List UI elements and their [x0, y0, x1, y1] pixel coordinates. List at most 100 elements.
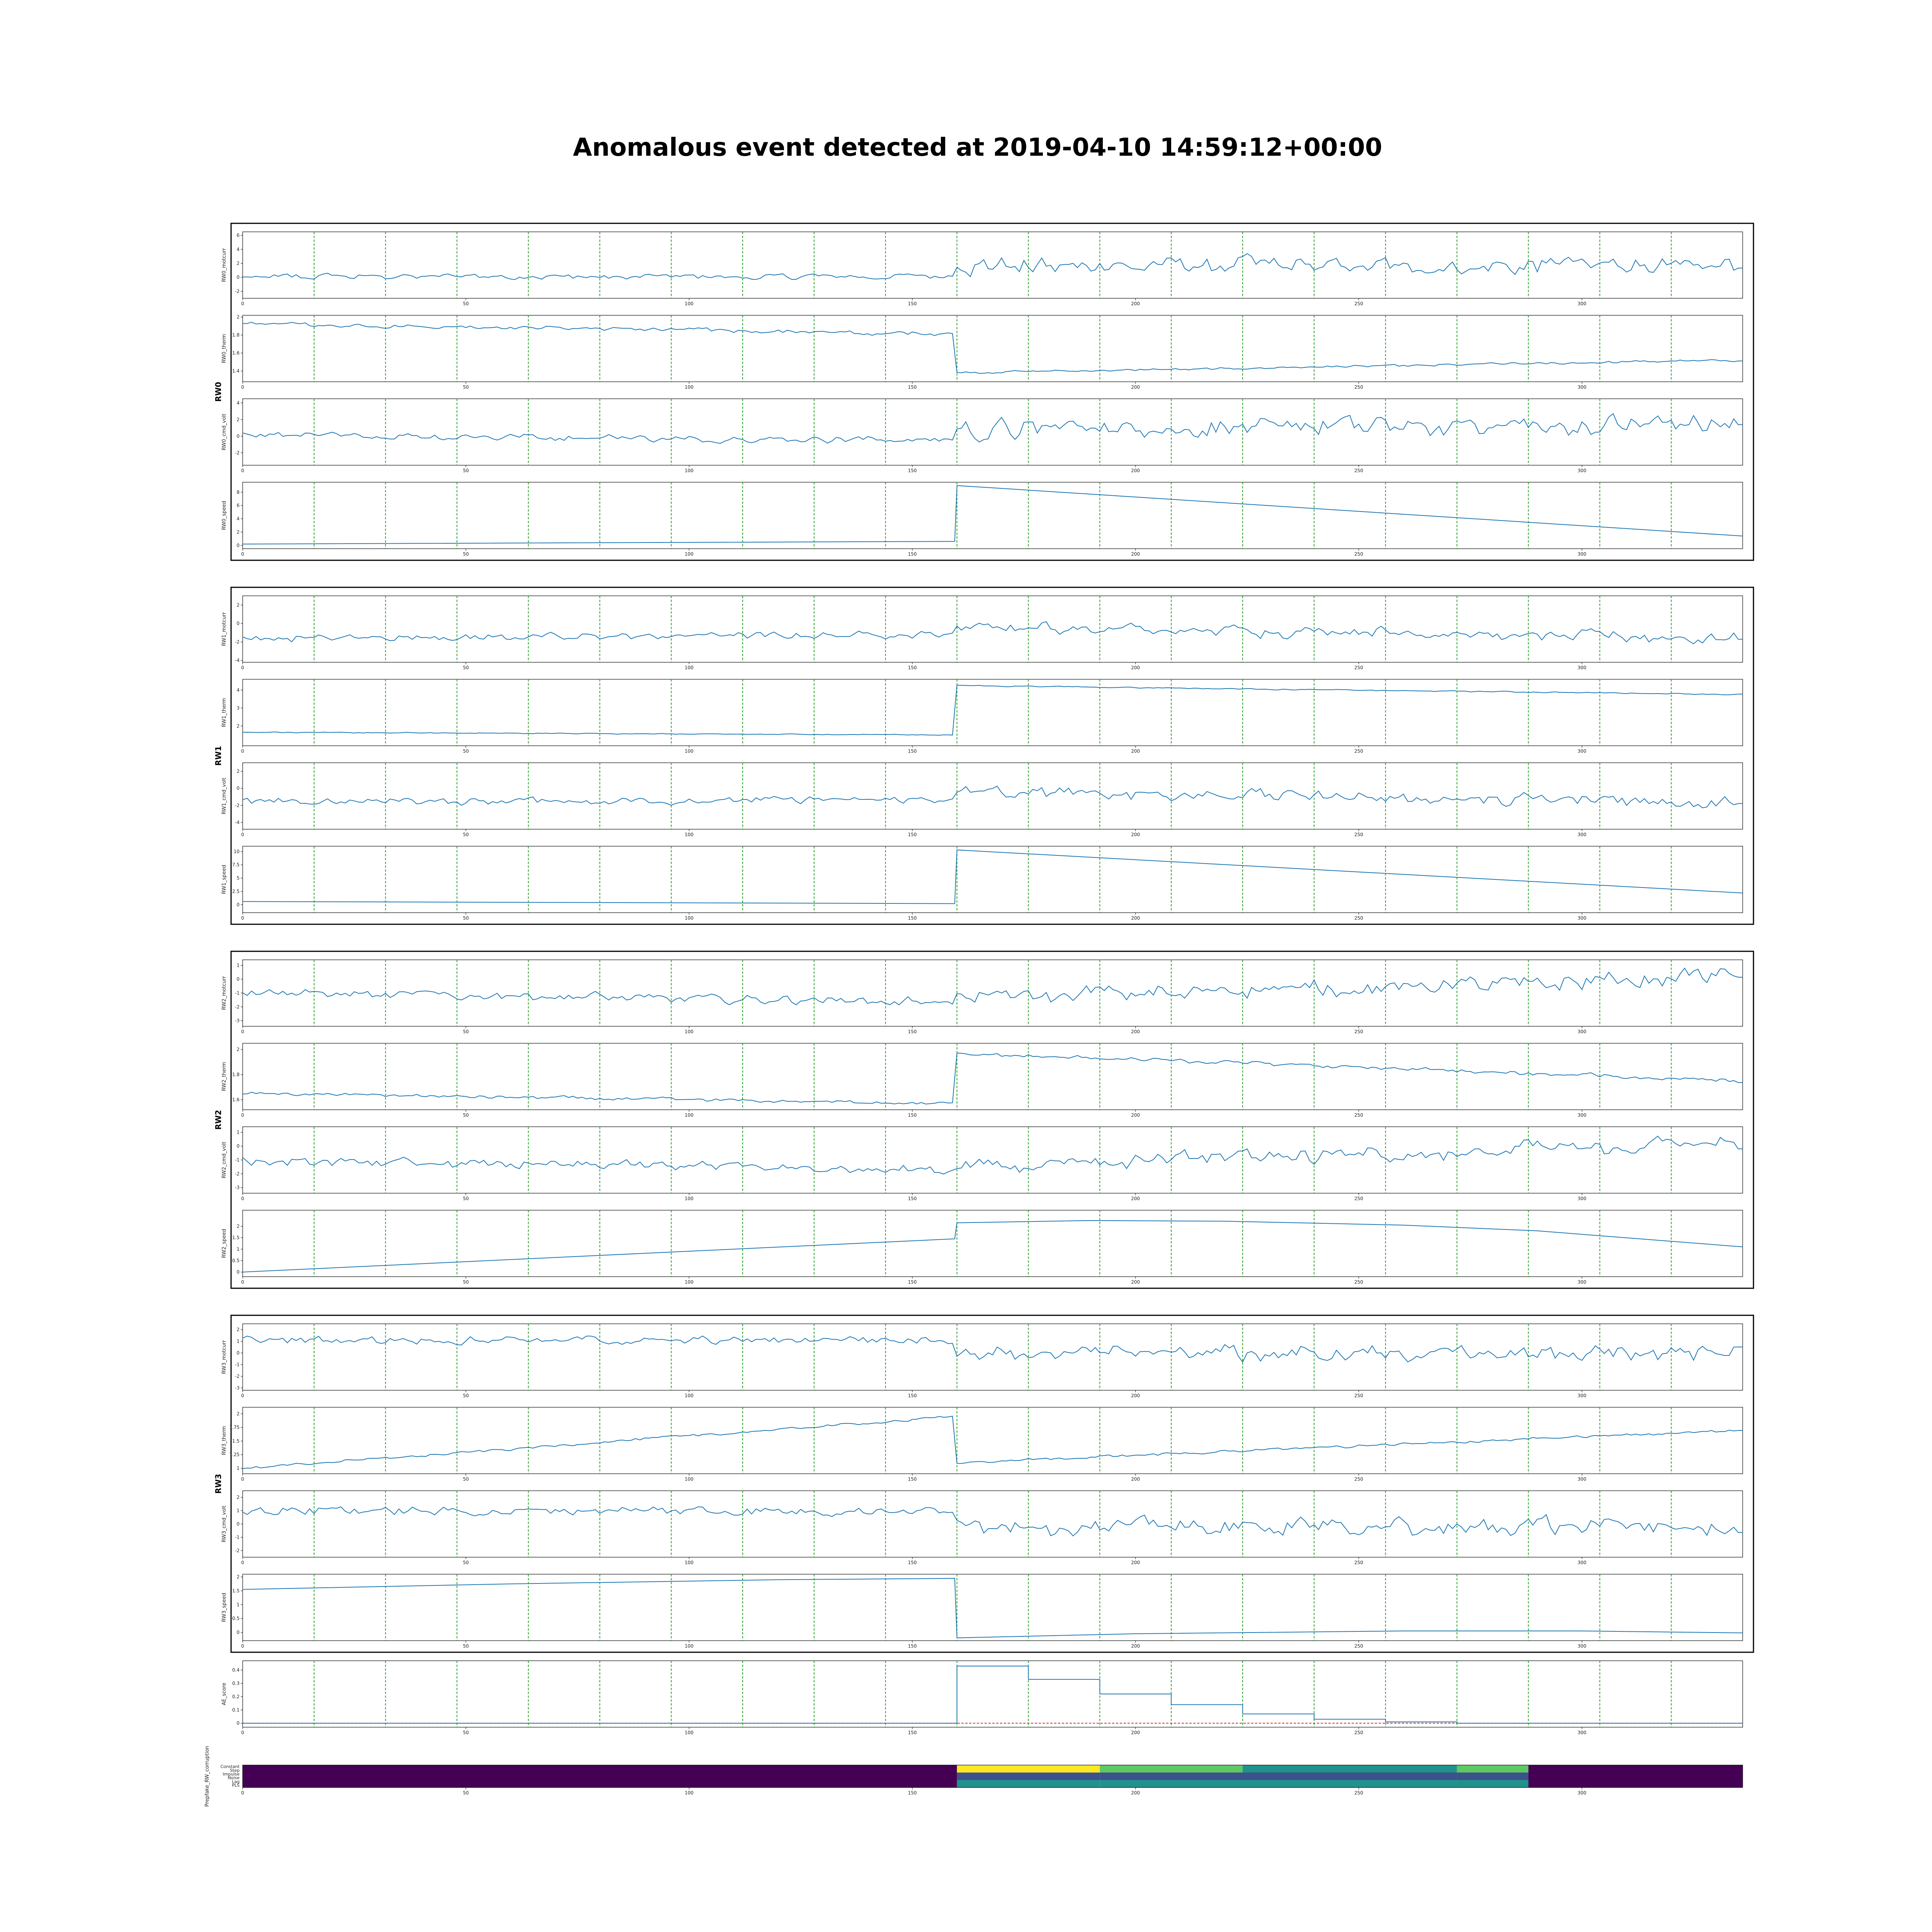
y-tick-label: -2 [235, 289, 240, 294]
x-tick-label: 0 [241, 384, 244, 390]
y-tick-label: 1 [236, 1508, 240, 1514]
x-tick-label: 300 [1578, 1393, 1587, 1398]
x-tick-label: 150 [908, 748, 917, 754]
heatmap-cell [1457, 1772, 1529, 1777]
subplot-RW2_motcurr: 0 50 100 150 200 250 300 -3 -2 -1 0 1 RW2_motcurr [221, 959, 1743, 1034]
heatmap-cell [1243, 1780, 1457, 1784]
x-tick-label: 250 [1354, 1279, 1363, 1285]
x-tick-label: 250 [1354, 1029, 1363, 1034]
heatmap-cell [1100, 1769, 1243, 1773]
x-tick-label: 100 [685, 665, 694, 670]
y-tick-label: 3 [236, 705, 240, 711]
y-tick-label: 1.8 [232, 332, 240, 338]
y-tick-label: 1.6 [232, 350, 240, 356]
x-tick-label: 150 [908, 1393, 917, 1398]
group-frame-RW0 [230, 223, 1754, 561]
y-tick-label: 1.25 [229, 1452, 240, 1458]
subplot-RW3_therm: 0 50 100 150 200 250 300 1 1.25 1.5 1.75 2 RW3_therm [221, 1407, 1743, 1482]
y-tick-label: 0 [236, 1521, 240, 1527]
y-tick-label: 1 [236, 1602, 240, 1607]
x-tick-label: 50 [463, 1643, 469, 1649]
heatmap-cell [957, 1780, 1100, 1784]
y-tick-label: -2 [235, 803, 240, 808]
y-tick-label: -2 [235, 1004, 240, 1010]
x-tick-label: 100 [685, 1196, 694, 1201]
series-line-RW0_therm [242, 321, 1743, 374]
x-tick-label: 200 [1131, 748, 1140, 754]
heatmap-cell [1100, 1780, 1243, 1784]
x-tick-label: 200 [1131, 665, 1140, 670]
subplot-RW2_speed: 0 50 100 150 200 250 300 0 0.5 1 1.5 2 RW2_speed [221, 1210, 1743, 1285]
x-tick-label: 150 [908, 665, 917, 670]
x-tick-label: 50 [463, 551, 469, 557]
subplot-RW1_speed: 0 50 100 150 200 250 300 0 2.5 5 7.5 10 RW1_speed [221, 846, 1743, 921]
y-tick-label: 0 [236, 434, 240, 439]
subplot-RW1_cmd_volt: 0 50 100 150 200 250 300 -4 -2 0 2 RW1_cmd_volt [221, 762, 1743, 837]
x-tick-label: 250 [1354, 1476, 1363, 1482]
x-tick-label: 150 [908, 1029, 917, 1034]
axes-frame [242, 595, 1743, 663]
y-tick-label: 1.4 [232, 368, 240, 374]
y-tick-label: 0 [236, 1630, 240, 1635]
subplot-RW3_speed: 0 50 100 150 200 250 300 0 0.5 1 1.5 2 RW3_speed [221, 1574, 1743, 1649]
y-axis-label: RW3_motcurr [221, 1340, 227, 1374]
y-tick-label: -1 [235, 1362, 240, 1367]
x-tick-label: 100 [685, 1112, 694, 1118]
y-tick-label: 1.5 [232, 1588, 240, 1594]
x-tick-label: 0 [241, 301, 244, 306]
y-tick-label: 2 [236, 1224, 240, 1229]
series-line-RW1_motcurr [242, 621, 1743, 645]
x-tick-label: 150 [908, 832, 917, 837]
y-axis-label: RW1_motcurr [221, 612, 227, 646]
x-tick-label: 100 [685, 551, 694, 557]
x-tick-label: 50 [463, 1393, 469, 1398]
subplot-RW1_therm: 0 50 100 150 200 250 300 2 3 4 RW1_therm [221, 679, 1743, 754]
x-tick-label: 150 [908, 1196, 917, 1201]
axes-frame [242, 1660, 1743, 1728]
heatmap-cell [1243, 1772, 1457, 1777]
axes-frame [242, 1210, 1743, 1277]
y-tick-label: 6 [236, 503, 240, 508]
heatmap-cell [1243, 1776, 1457, 1781]
axes-frame [242, 398, 1743, 466]
y-tick-label: 0 [236, 543, 240, 548]
series-line-RW3_speed [242, 1578, 1743, 1638]
y-tick-label: 1 [236, 963, 240, 968]
x-tick-label: 150 [908, 1643, 917, 1649]
y-tick-label: 2 [236, 417, 240, 422]
x-tick-label: 250 [1354, 1643, 1363, 1649]
x-tick-label: 150 [908, 1560, 917, 1565]
heatmap-cell [1243, 1784, 1457, 1788]
heatmap-frame [242, 1765, 1743, 1788]
x-tick-label: 200 [1131, 1790, 1140, 1796]
chart-title: Anomalous event detected at 2019-04-10 1… [573, 133, 1382, 162]
x-tick-label: 200 [1131, 1730, 1140, 1735]
heatmap-category-label: Constant [221, 1764, 240, 1769]
heatmap-cell [1528, 1776, 1743, 1781]
x-tick-label: 300 [1578, 1029, 1587, 1034]
y-tick-label: 2 [236, 769, 240, 774]
x-tick-label: 0 [241, 1112, 244, 1118]
x-tick-label: 300 [1578, 1560, 1587, 1565]
y-tick-label: 5 [236, 876, 240, 881]
y-tick-label: -2 [235, 1548, 240, 1553]
x-tick-label: 0 [241, 832, 244, 837]
y-tick-label: -1 [235, 1534, 240, 1540]
subplot-RW1_motcurr: 0 50 100 150 200 250 300 -4 -2 0 2 RW1_motcurr [221, 595, 1743, 670]
y-tick-label: -2 [235, 1171, 240, 1177]
y-tick-label: 2 [236, 723, 240, 729]
heatmap-cell [957, 1776, 1100, 1781]
axes-frame [242, 482, 1743, 549]
y-axis-label: RW2_speed [221, 1229, 227, 1258]
heatmap-cell [1457, 1765, 1529, 1769]
x-tick-label: 150 [908, 468, 917, 473]
series-line-RW1_speed [242, 849, 1743, 904]
y-axis-label: RW1_speed [221, 865, 227, 894]
axes-frame [242, 762, 1743, 830]
y-tick-label: 0 [236, 902, 240, 907]
y-tick-label: 1.5 [232, 1235, 240, 1240]
y-tick-label: -4 [235, 658, 240, 663]
x-tick-label: 100 [685, 468, 694, 473]
x-tick-label: 100 [685, 384, 694, 390]
